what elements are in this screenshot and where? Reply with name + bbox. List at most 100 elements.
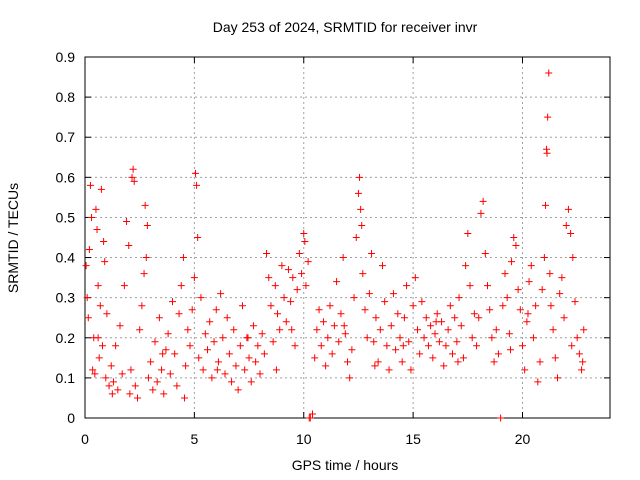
data-point — [543, 149, 551, 157]
data-point — [140, 270, 148, 278]
data-point — [91, 370, 99, 378]
data-point — [420, 334, 428, 342]
data-point — [245, 354, 253, 362]
data-point — [508, 258, 516, 266]
data-point — [326, 302, 334, 310]
data-point — [556, 290, 564, 298]
data-point — [540, 254, 548, 262]
data-point — [228, 378, 236, 386]
data-point — [466, 282, 474, 290]
axis-ticks: 0 0.1 0.2 0.3 0.4 0.5 0.6 0.7 0.8 0.9 0 5 10 15 20 — [56, 49, 610, 447]
data-point — [315, 306, 323, 314]
data-point — [271, 282, 279, 290]
data-point — [82, 262, 90, 270]
data-point — [322, 362, 330, 370]
data-point — [546, 270, 554, 278]
data-point — [223, 314, 231, 322]
data-point — [416, 350, 424, 358]
data-point — [191, 169, 199, 177]
x-axis-title: GPS time / hours — [292, 457, 399, 473]
data-point — [134, 394, 141, 402]
data-point — [114, 386, 122, 394]
data-point — [519, 342, 526, 350]
data-point — [525, 278, 533, 286]
data-point — [230, 326, 238, 334]
data-point — [319, 318, 327, 326]
data-point — [234, 386, 242, 394]
data-point — [212, 306, 220, 314]
data-point — [256, 370, 264, 378]
data-point — [492, 326, 500, 334]
data-point — [558, 274, 566, 282]
data-point — [83, 294, 91, 302]
data-point — [383, 342, 391, 350]
data-point — [554, 374, 561, 382]
data-point — [464, 229, 472, 237]
data-point — [516, 306, 524, 314]
data-point — [136, 326, 144, 334]
data-point — [138, 302, 146, 310]
data-point — [289, 274, 297, 282]
data-point — [432, 318, 440, 326]
chart-title: Day 253 of 2024, SRMTID for receiver inv… — [213, 19, 478, 35]
data-point — [155, 314, 163, 322]
data-point — [300, 229, 308, 237]
data-point — [562, 221, 570, 229]
data-point — [175, 310, 183, 318]
data-point — [249, 322, 257, 330]
data-point — [84, 314, 92, 322]
data-point — [512, 242, 520, 250]
data-point — [232, 362, 240, 370]
data-point — [311, 354, 319, 362]
data-point — [130, 177, 138, 185]
data-point — [579, 358, 587, 366]
data-point — [497, 414, 505, 422]
data-point — [199, 366, 207, 374]
data-point — [510, 234, 518, 241]
data-point — [499, 302, 507, 310]
data-point — [451, 314, 459, 322]
data-point — [108, 390, 116, 398]
data-point — [164, 330, 172, 338]
data-point — [96, 302, 104, 310]
data-point — [177, 282, 185, 290]
data-point — [179, 254, 187, 262]
y-tick-label: 0.7 — [56, 129, 76, 145]
data-point — [258, 330, 266, 338]
data-point — [149, 386, 157, 394]
data-point — [484, 282, 491, 290]
data-point — [141, 201, 149, 209]
data-point — [394, 310, 402, 318]
y-tick-label: 0.9 — [56, 49, 76, 65]
data-point — [162, 346, 170, 354]
data-point — [252, 358, 260, 366]
data-point — [372, 314, 380, 322]
data-point — [298, 270, 306, 278]
data-point — [379, 262, 386, 270]
data-point — [260, 350, 268, 358]
data-point — [208, 374, 216, 382]
data-point — [424, 342, 432, 350]
data-point — [337, 310, 345, 318]
data-point — [328, 350, 336, 358]
data-point — [340, 322, 348, 330]
x-tick-label: 0 — [81, 431, 89, 447]
data-point — [159, 350, 167, 358]
data-point — [330, 322, 338, 330]
data-point — [381, 298, 389, 306]
data-point — [153, 378, 161, 386]
data-point — [263, 250, 271, 258]
data-point — [105, 382, 113, 390]
data-point — [126, 390, 134, 398]
data-point — [99, 342, 106, 350]
data-point — [129, 165, 137, 173]
data-point — [333, 278, 341, 286]
data-point — [532, 302, 540, 310]
data-point — [549, 326, 557, 334]
data-point — [538, 286, 546, 294]
data-point — [190, 274, 198, 282]
data-point — [181, 394, 189, 402]
data-point — [578, 366, 586, 374]
y-tick-label: 0.5 — [56, 209, 76, 225]
data-point — [142, 254, 150, 262]
